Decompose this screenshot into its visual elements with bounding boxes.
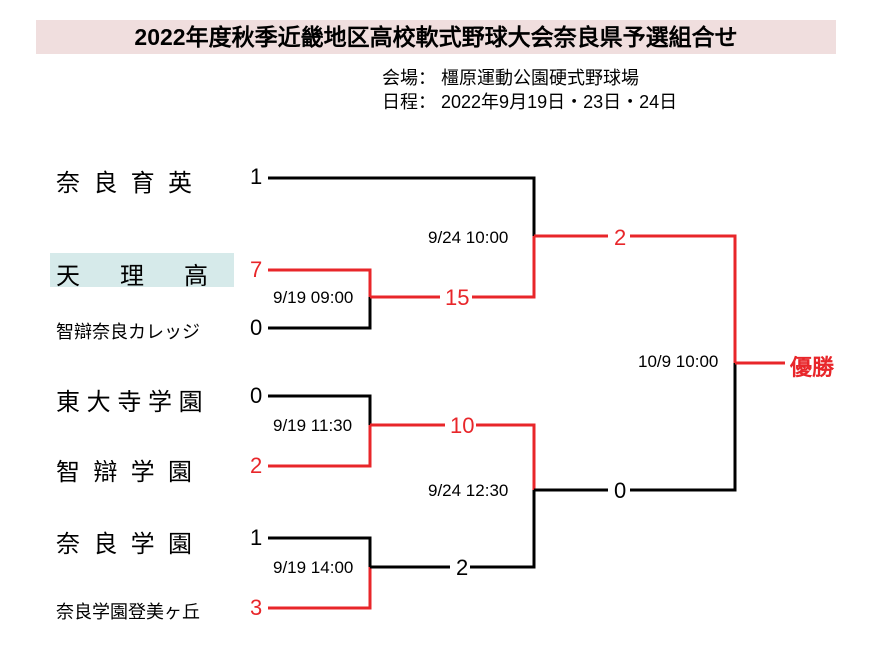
bracket-lines <box>0 0 871 667</box>
bracket-page: 2022年度秋季近畿地区高校軟式野球大会奈良県予選組合せ 会場： 橿原運動公園硬… <box>0 0 871 667</box>
